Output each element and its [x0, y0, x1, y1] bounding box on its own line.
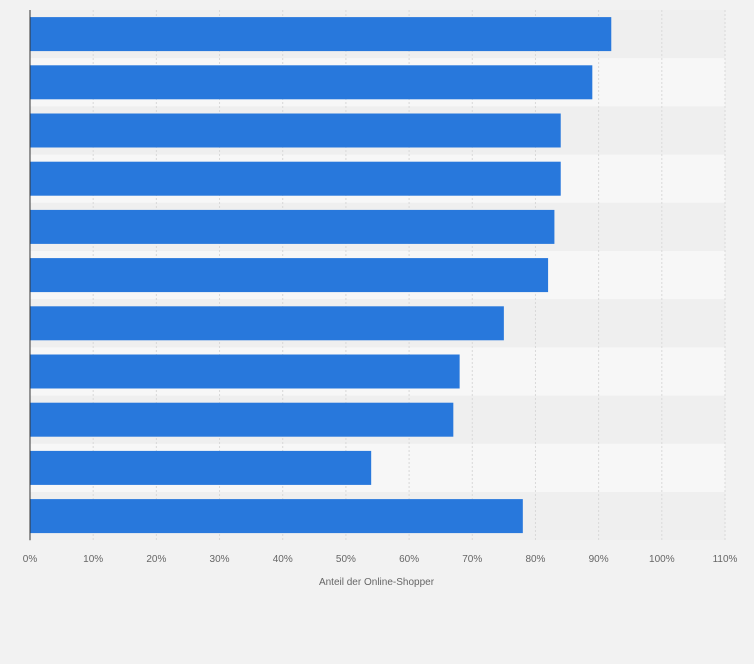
bar[interactable] [30, 65, 593, 100]
bar[interactable] [30, 354, 460, 389]
x-tick-label: 80% [525, 554, 545, 565]
x-tick-label: 0% [23, 554, 38, 565]
bar[interactable] [30, 402, 454, 437]
bar[interactable] [30, 258, 549, 293]
x-tick-label: 110% [713, 554, 738, 565]
x-tick-label: 40% [273, 554, 293, 565]
x-tick-label: 90% [589, 554, 609, 565]
x-tick-label: 20% [146, 554, 166, 565]
x-tick-label: 30% [210, 554, 230, 565]
bar[interactable] [30, 17, 612, 52]
x-tick-labels: 0% 10% 20% 30% 40% 50% 60% 70% 80% 90% 100% 110% [23, 554, 738, 565]
x-axis-label: Anteil der Online-Shopper [319, 577, 435, 588]
x-tick-label: 60% [399, 554, 419, 565]
bar[interactable] [30, 306, 504, 341]
bar[interactable] [30, 450, 372, 485]
x-tick-label: 100% [649, 554, 675, 565]
x-tick-label: 50% [336, 554, 356, 565]
bar[interactable] [30, 113, 561, 148]
bars [30, 17, 612, 534]
x-tick-label: 10% [83, 554, 103, 565]
x-tick-label: 70% [462, 554, 482, 565]
bar[interactable] [30, 209, 555, 244]
bar[interactable] [30, 499, 523, 534]
bar[interactable] [30, 161, 561, 196]
